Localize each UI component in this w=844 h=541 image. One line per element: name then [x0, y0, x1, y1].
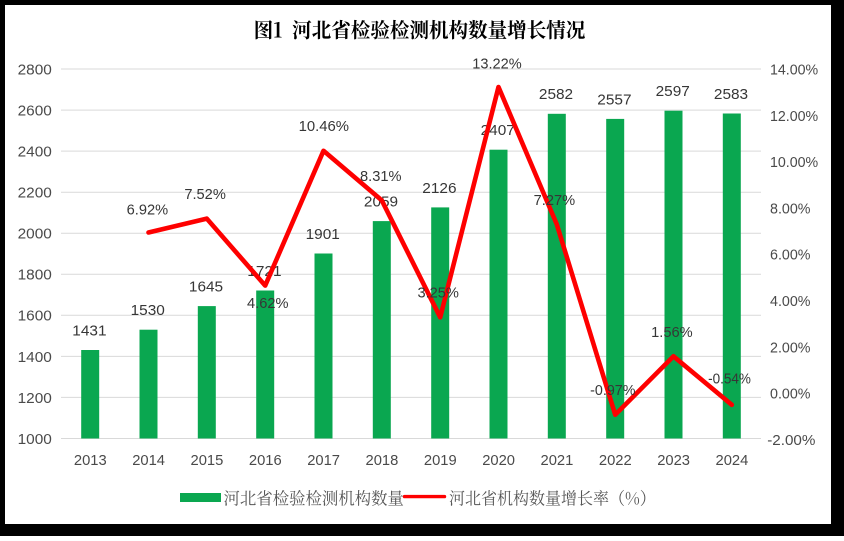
svg-text:2016: 2016: [249, 452, 282, 469]
svg-text:2019: 2019: [424, 452, 457, 469]
svg-text:1901: 1901: [306, 226, 340, 243]
svg-text:1645: 1645: [189, 279, 223, 296]
svg-text:1600: 1600: [18, 308, 52, 325]
svg-text:2020: 2020: [482, 452, 515, 469]
svg-text:12.00%: 12.00%: [770, 108, 818, 125]
svg-text:2015: 2015: [191, 452, 224, 469]
svg-text:2018: 2018: [366, 452, 399, 469]
svg-text:3.25%: 3.25%: [417, 284, 459, 301]
svg-text:2582: 2582: [539, 86, 573, 103]
svg-text:13.22%: 13.22%: [472, 55, 521, 72]
svg-text:1431: 1431: [72, 322, 106, 339]
svg-text:0.00%: 0.00%: [770, 386, 811, 403]
svg-text:2557: 2557: [597, 91, 631, 108]
svg-text:2126: 2126: [422, 180, 456, 197]
svg-text:10.00%: 10.00%: [770, 154, 818, 171]
svg-text:4.62%: 4.62%: [247, 295, 289, 312]
svg-text:4.00%: 4.00%: [770, 293, 811, 310]
svg-text:2014: 2014: [132, 452, 165, 469]
svg-text:1000: 1000: [18, 431, 52, 448]
svg-text:6.92%: 6.92%: [127, 201, 169, 218]
svg-text:8.00%: 8.00%: [770, 200, 811, 217]
svg-text:2013: 2013: [74, 452, 107, 469]
svg-text:7.27%: 7.27%: [534, 192, 576, 209]
svg-text:2023: 2023: [657, 452, 690, 469]
svg-text:8.31%: 8.31%: [360, 168, 402, 185]
svg-text:2583: 2583: [714, 86, 748, 103]
svg-text:1530: 1530: [131, 302, 165, 319]
svg-text:-0.97%: -0.97%: [590, 382, 635, 399]
svg-text:6.00%: 6.00%: [770, 247, 811, 264]
svg-text:2.00%: 2.00%: [770, 339, 811, 356]
svg-text:2022: 2022: [599, 452, 632, 469]
svg-text:1400: 1400: [18, 349, 52, 366]
svg-text:2600: 2600: [18, 103, 52, 120]
svg-text:14.00%: 14.00%: [770, 62, 818, 79]
svg-text:2597: 2597: [656, 83, 690, 100]
svg-text:2400: 2400: [18, 144, 52, 161]
svg-text:2017: 2017: [307, 452, 340, 469]
svg-text:2800: 2800: [18, 61, 52, 78]
svg-text:2000: 2000: [18, 226, 52, 243]
svg-text:10.46%: 10.46%: [299, 118, 349, 135]
svg-text:1200: 1200: [18, 390, 52, 407]
svg-text:-2.00%: -2.00%: [767, 432, 815, 449]
svg-text:2200: 2200: [18, 185, 52, 202]
svg-text:1800: 1800: [18, 267, 52, 284]
svg-text:2021: 2021: [541, 452, 574, 469]
svg-text:1.56%: 1.56%: [651, 324, 693, 341]
svg-text:7.52%: 7.52%: [184, 186, 226, 203]
svg-text:-0.54%: -0.54%: [708, 371, 751, 388]
svg-text:2024: 2024: [716, 452, 749, 469]
